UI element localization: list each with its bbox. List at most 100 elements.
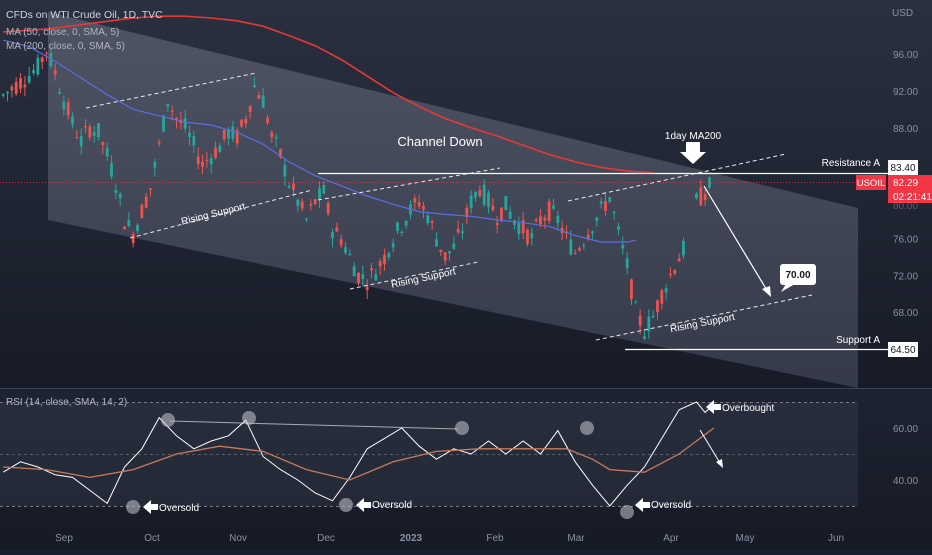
candle-body bbox=[188, 132, 191, 138]
candle-body bbox=[504, 195, 508, 211]
time-tick-label: Dec bbox=[317, 533, 335, 544]
candle-body bbox=[209, 158, 213, 165]
ma50-legend: MA (50, close, 0, SMA, 5) bbox=[6, 27, 119, 38]
candle-body bbox=[114, 190, 118, 193]
support-price-value: 64.50 bbox=[890, 345, 915, 356]
candle-body bbox=[430, 221, 434, 223]
candle-body bbox=[357, 272, 360, 284]
candle-body bbox=[79, 136, 83, 147]
rsi-pane-background bbox=[0, 389, 932, 550]
rsi-oversold-marker-2 bbox=[339, 498, 353, 512]
candle-body bbox=[105, 147, 109, 157]
projection-arrowhead-icon bbox=[762, 286, 771, 297]
candle-body bbox=[131, 233, 135, 243]
candle-body bbox=[326, 202, 330, 214]
price-tick-label: 92.00 bbox=[893, 87, 918, 98]
candle-body bbox=[331, 232, 334, 239]
candle-body bbox=[664, 288, 668, 293]
candle-body bbox=[1, 94, 5, 96]
candle-body bbox=[75, 137, 79, 139]
candle-body bbox=[279, 149, 282, 158]
time-tick-label: Mar bbox=[567, 533, 585, 544]
candle-body bbox=[248, 105, 252, 112]
candle-body bbox=[27, 75, 31, 83]
candle-body bbox=[58, 91, 61, 94]
candle-body bbox=[175, 117, 178, 121]
ma200-callout-label: 1day MA200 bbox=[665, 131, 722, 142]
candle-body bbox=[231, 126, 235, 139]
resistance-a-label: Resistance A bbox=[822, 158, 881, 169]
overbought-label: Overbought bbox=[722, 403, 774, 414]
candle-body bbox=[305, 218, 308, 220]
time-tick-label: Oct bbox=[144, 533, 160, 544]
price-tick-label: 72.00 bbox=[893, 271, 918, 282]
hidden-tick-label: 80.00 bbox=[893, 201, 918, 212]
rsi-axis[interactable]: 60.00 40.00 bbox=[893, 424, 918, 487]
candle-body bbox=[465, 207, 469, 218]
candle-body bbox=[448, 251, 451, 254]
candle-body bbox=[283, 164, 287, 177]
target-callout-box bbox=[780, 264, 816, 285]
left-arrow-icon bbox=[356, 498, 371, 512]
candle-body bbox=[556, 215, 560, 224]
target-callout-tail bbox=[781, 284, 795, 292]
rsi-line bbox=[2, 401, 715, 507]
candle-body bbox=[287, 186, 291, 188]
rsi-projection-line bbox=[699, 429, 721, 464]
candle-body bbox=[318, 188, 321, 200]
candle-body bbox=[612, 212, 616, 214]
candle-body bbox=[361, 274, 365, 279]
candle-body bbox=[573, 252, 577, 254]
candle-body bbox=[400, 231, 404, 234]
candle-body bbox=[49, 53, 53, 67]
candle-body bbox=[456, 228, 460, 233]
candle-body bbox=[101, 142, 105, 146]
candle-body bbox=[322, 184, 326, 194]
oversold-label-3: Oversold bbox=[651, 500, 691, 511]
time-tick-label: Sep bbox=[55, 533, 73, 544]
candle-body bbox=[45, 52, 48, 54]
candle-body bbox=[309, 204, 313, 206]
candle-body bbox=[608, 197, 612, 203]
candle-body bbox=[469, 195, 473, 209]
rsi-divergence-line bbox=[169, 420, 459, 430]
rising-support-upper-line-3 bbox=[567, 153, 787, 202]
time-tick-label: Apr bbox=[663, 533, 679, 544]
candle-body bbox=[443, 252, 447, 261]
left-arrow-icon bbox=[706, 400, 721, 414]
candle-body bbox=[110, 163, 113, 177]
candle-body bbox=[292, 183, 295, 190]
candle-body bbox=[638, 315, 642, 326]
time-axis[interactable]: Sep Oct Nov Dec 2023 Feb Mar Apr May Jun bbox=[55, 533, 844, 544]
rising-support-line-1 bbox=[129, 189, 313, 239]
candle-body bbox=[127, 220, 131, 227]
rising-support-upper-line-2 bbox=[317, 167, 501, 201]
time-tick-label: May bbox=[736, 533, 755, 544]
candle-body bbox=[62, 101, 66, 110]
moving-averages-layer bbox=[3, 15, 654, 243]
candle-body bbox=[482, 184, 486, 205]
candle-body bbox=[40, 57, 44, 63]
left-arrow-icon bbox=[635, 498, 650, 512]
candle-body bbox=[396, 222, 399, 231]
candle-body bbox=[534, 219, 538, 222]
candle-body bbox=[578, 248, 581, 251]
candle-body bbox=[461, 231, 464, 234]
time-tick-label: 2023 bbox=[400, 533, 423, 544]
candle-body bbox=[261, 95, 265, 108]
candle-body bbox=[136, 225, 139, 232]
candle-body bbox=[218, 145, 222, 153]
price-tick-label: 96.00 bbox=[893, 50, 918, 61]
candle-body bbox=[617, 226, 620, 230]
rsi-peak-marker-3 bbox=[455, 421, 469, 435]
rsi-lines-layer bbox=[2, 401, 715, 507]
candle-body bbox=[32, 70, 35, 73]
candle-body bbox=[413, 198, 417, 203]
candles-layer bbox=[1, 48, 711, 340]
candle-body bbox=[162, 115, 165, 132]
candle-body bbox=[201, 161, 204, 167]
candle-body bbox=[404, 221, 408, 226]
candle-body bbox=[669, 274, 672, 276]
candle-body bbox=[270, 132, 274, 138]
